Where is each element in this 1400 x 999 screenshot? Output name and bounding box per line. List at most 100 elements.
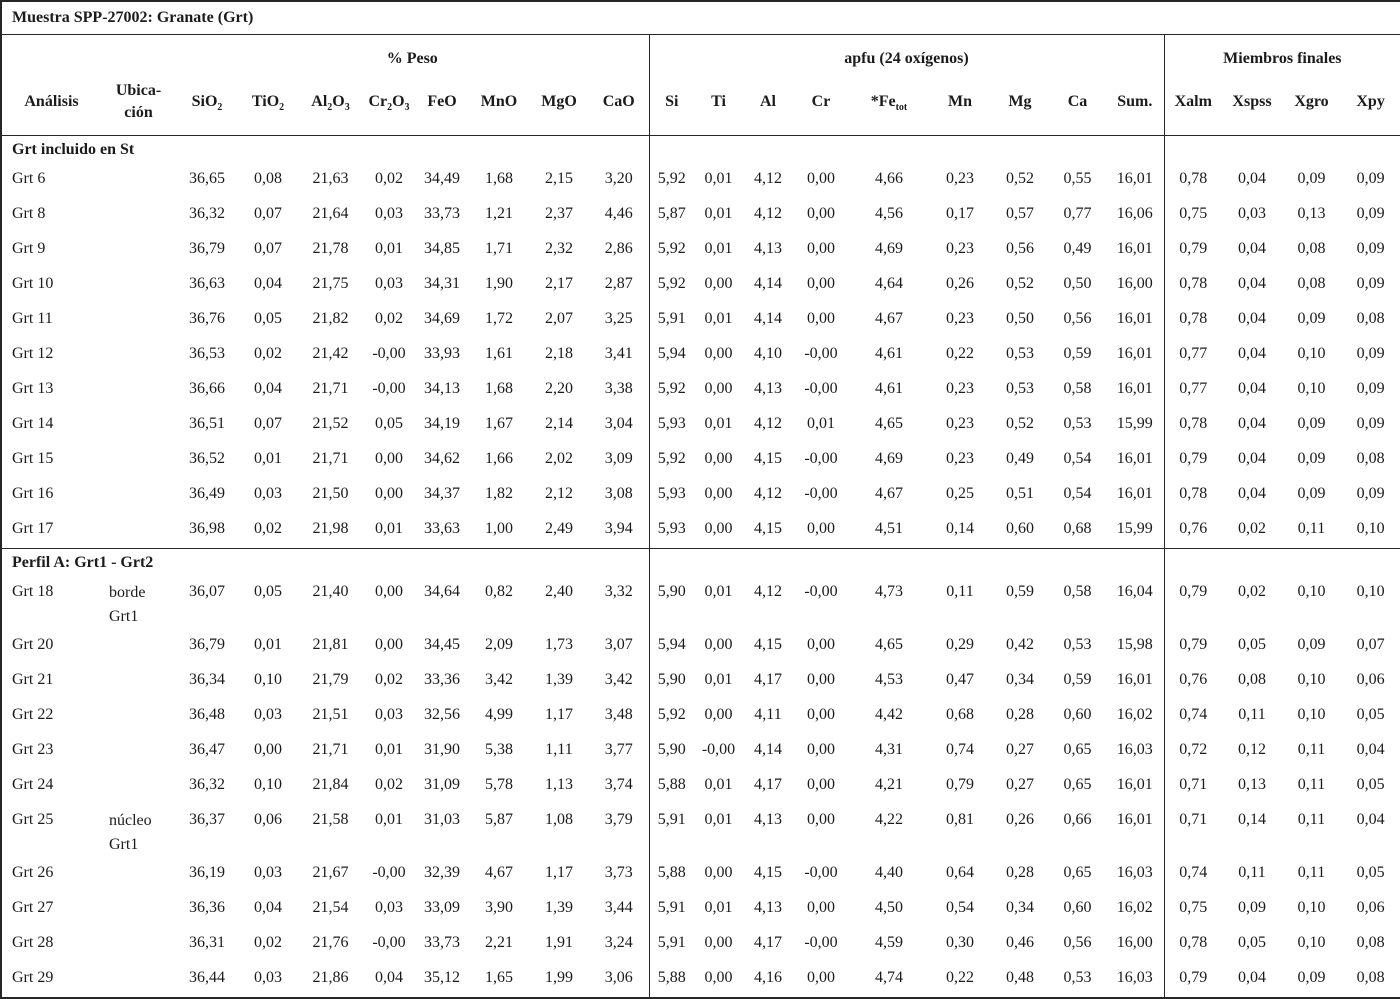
data-row: Grt 22 36,48 0,03 21,51 0,03 32,56 4,99 1,17 3,4… bbox=[1, 699, 1400, 734]
col-ubicacion: Ubica-ción bbox=[101, 75, 176, 136]
cell-value: 0,00 bbox=[807, 205, 835, 222]
cell-value: 0,00 bbox=[704, 275, 733, 292]
cell-value: 4,12 bbox=[754, 583, 782, 600]
cell-analisis: Grt 6 bbox=[12, 170, 46, 187]
cell-value: 16,03 bbox=[1116, 864, 1153, 881]
cell-value: 2,12 bbox=[545, 485, 573, 502]
cell-value: 0,23 bbox=[946, 170, 974, 187]
cell-value: 0,01 bbox=[375, 741, 403, 758]
cell-value: 1,67 bbox=[485, 415, 513, 432]
col-header-miembros: Xpy bbox=[1341, 75, 1400, 136]
cell-value: 0,59 bbox=[1006, 583, 1034, 600]
cell-value: 0,34 bbox=[1006, 671, 1034, 688]
cell-value: 0,00 bbox=[807, 706, 835, 723]
cell-ubicacion bbox=[101, 892, 176, 927]
cell-value: 0,01 bbox=[807, 415, 835, 432]
data-row: Grt 15 36,52 0,01 21,71 0,00 34,62 1,66 2,02 3,0… bbox=[1, 443, 1400, 478]
section-header-row: Grt incluido en St bbox=[1, 135, 1400, 163]
cell-value: 5,87 bbox=[648, 198, 694, 233]
cell-value: 21,54 bbox=[312, 899, 349, 916]
cell-value: 0,27 bbox=[1006, 741, 1034, 758]
cell-value: 21,84 bbox=[312, 776, 349, 793]
col-header-peso: TiO2 bbox=[238, 75, 298, 136]
cell-value: 0,01 bbox=[704, 205, 733, 222]
col-header-apfu: Sum. bbox=[1106, 75, 1164, 136]
cell-value: 0,03 bbox=[1238, 205, 1266, 222]
cell-value: 16,00 bbox=[1116, 275, 1153, 292]
cell-value: 21,63 bbox=[312, 170, 349, 187]
cell-value: 0,04 bbox=[1238, 415, 1266, 432]
cell-value: 36,32 bbox=[189, 776, 225, 793]
cell-value: -0,00 bbox=[372, 864, 406, 881]
data-row: Grt 10 36,63 0,04 21,75 0,03 34,31 1,90 2,17 2,8… bbox=[1, 268, 1400, 303]
cell-value: 34,62 bbox=[424, 450, 460, 467]
cell-value: 0,71 bbox=[1163, 769, 1222, 804]
cell-value: 21,98 bbox=[312, 520, 349, 537]
cell-value: 21,64 bbox=[312, 205, 349, 222]
cell-analisis: Grt 29 bbox=[12, 969, 54, 986]
cell-value: 0,00 bbox=[704, 706, 733, 723]
cell-value: 16,01 bbox=[1116, 485, 1153, 502]
cell-value: 1,13 bbox=[545, 776, 573, 793]
cell-ubicacion bbox=[101, 699, 176, 734]
cell-value: 0,02 bbox=[254, 345, 282, 362]
cell-value: 3,06 bbox=[604, 969, 633, 986]
cell-value: 0,79 bbox=[946, 776, 974, 793]
cell-value: 1,99 bbox=[545, 969, 573, 986]
cell-value: 0,77 bbox=[1063, 205, 1092, 222]
cell-value: 0,04 bbox=[1238, 969, 1266, 986]
cell-value: 36,63 bbox=[189, 275, 225, 292]
cell-value: 0,00 bbox=[807, 776, 835, 793]
cell-value: 0,04 bbox=[254, 899, 282, 916]
cell-value: 0,05 bbox=[375, 415, 403, 432]
cell-value: 1,82 bbox=[485, 485, 513, 502]
data-row: Grt 6 36,65 0,08 21,63 0,02 34,49 1,68 2,15 3,20… bbox=[1, 163, 1400, 198]
cell-value: 4,66 bbox=[875, 170, 903, 187]
cell-analisis: Grt 27 bbox=[12, 899, 54, 916]
cell-value: 0,01 bbox=[704, 583, 733, 600]
cell-value: 32,56 bbox=[424, 706, 460, 723]
cell-value: 0,06 bbox=[1356, 671, 1385, 688]
cell-value: 2,17 bbox=[545, 275, 573, 292]
cell-value: 0,47 bbox=[946, 671, 974, 688]
cell-analisis: Grt 22 bbox=[12, 706, 54, 723]
cell-value: 0,46 bbox=[1006, 934, 1034, 951]
cell-value: 16,00 bbox=[1116, 934, 1153, 951]
col-header-miembros: Xgro bbox=[1282, 75, 1341, 136]
cell-value: 31,09 bbox=[424, 776, 460, 793]
cell-value: 0,03 bbox=[254, 864, 282, 881]
cell-value: 0,79 bbox=[1163, 443, 1222, 478]
cell-value: 0,09 bbox=[1356, 170, 1385, 187]
cell-value: 0,02 bbox=[254, 520, 282, 537]
cell-value: 4,15 bbox=[754, 864, 782, 881]
cell-value: 0,01 bbox=[375, 811, 403, 828]
cell-value: 0,00 bbox=[704, 380, 733, 397]
cell-ubicacion bbox=[101, 664, 176, 699]
cell-value: 0,09 bbox=[1356, 415, 1385, 432]
cell-ubicacion bbox=[101, 198, 176, 233]
cell-value: 2,21 bbox=[485, 934, 513, 951]
col-header-apfu: Mn bbox=[929, 75, 991, 136]
cell-analisis: Grt 18 bbox=[12, 583, 54, 600]
cell-value: 21,67 bbox=[312, 864, 349, 881]
cell-value: 0,06 bbox=[254, 811, 282, 828]
cell-value: 16,06 bbox=[1116, 205, 1153, 222]
cell-value: 0,08 bbox=[1356, 969, 1385, 986]
cell-value: 0,00 bbox=[807, 520, 835, 537]
cell-value: 4,31 bbox=[875, 741, 903, 758]
cell-ubicacion bbox=[101, 513, 176, 549]
cell-ubicacion bbox=[101, 857, 176, 892]
cell-value: 0,00 bbox=[807, 636, 835, 653]
cell-value: 1,68 bbox=[485, 380, 513, 397]
data-row: Grt 24 36,32 0,10 21,84 0,02 31,09 5,78 1,13 3,7… bbox=[1, 769, 1400, 804]
cell-value: 4,17 bbox=[754, 934, 782, 951]
cell-ubicacion bbox=[101, 927, 176, 962]
cell-value: 0,10 bbox=[1297, 671, 1326, 688]
cell-value: 3,04 bbox=[604, 415, 633, 432]
cell-value: 36,31 bbox=[189, 934, 225, 951]
col-header-apfu: Cr bbox=[793, 75, 849, 136]
section-spacer bbox=[648, 548, 1164, 576]
cell-value: 0,75 bbox=[1163, 892, 1222, 927]
cell-value: 0,29 bbox=[946, 636, 974, 653]
cell-value: 4,14 bbox=[754, 310, 782, 327]
